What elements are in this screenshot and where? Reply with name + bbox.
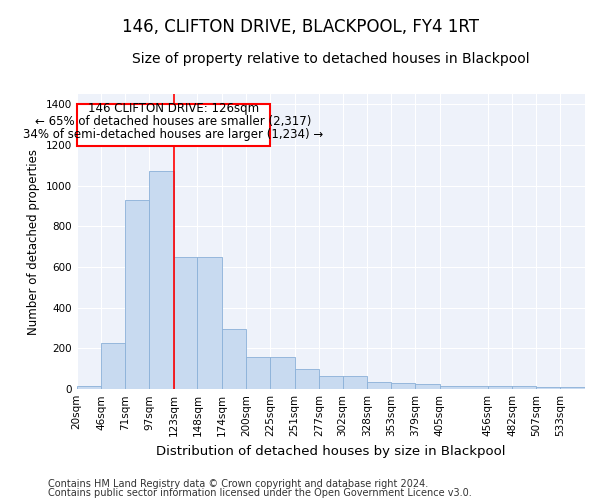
Bar	[367, 382, 391, 389]
Bar	[222, 329, 247, 389]
Bar	[343, 376, 367, 389]
Y-axis label: Number of detached properties: Number of detached properties	[27, 148, 40, 334]
Bar	[247, 356, 270, 389]
Text: 146, CLIFTON DRIVE, BLACKPOOL, FY4 1RT: 146, CLIFTON DRIVE, BLACKPOOL, FY4 1RT	[121, 18, 479, 36]
Bar	[101, 344, 125, 389]
Bar	[197, 257, 222, 389]
Bar	[174, 257, 197, 389]
Bar	[488, 386, 512, 389]
Bar	[391, 383, 415, 389]
Text: Contains public sector information licensed under the Open Government Licence v3: Contains public sector information licen…	[48, 488, 472, 498]
Text: 146 CLIFTON DRIVE: 126sqm: 146 CLIFTON DRIVE: 126sqm	[88, 102, 259, 116]
Bar	[77, 104, 270, 146]
Bar	[77, 386, 101, 389]
Bar	[440, 386, 488, 389]
Bar	[415, 384, 440, 389]
Bar	[270, 356, 295, 389]
Bar	[512, 386, 536, 389]
Bar	[149, 172, 174, 389]
Bar	[295, 369, 319, 389]
Bar	[560, 387, 585, 389]
Text: 34% of semi-detached houses are larger (1,234) →: 34% of semi-detached houses are larger (…	[23, 128, 323, 141]
X-axis label: Distribution of detached houses by size in Blackpool: Distribution of detached houses by size …	[156, 444, 506, 458]
Bar	[125, 200, 149, 389]
Title: Size of property relative to detached houses in Blackpool: Size of property relative to detached ho…	[132, 52, 530, 66]
Bar	[536, 387, 560, 389]
Text: ← 65% of detached houses are smaller (2,317): ← 65% of detached houses are smaller (2,…	[35, 116, 311, 128]
Bar	[319, 376, 343, 389]
Text: Contains HM Land Registry data © Crown copyright and database right 2024.: Contains HM Land Registry data © Crown c…	[48, 479, 428, 489]
